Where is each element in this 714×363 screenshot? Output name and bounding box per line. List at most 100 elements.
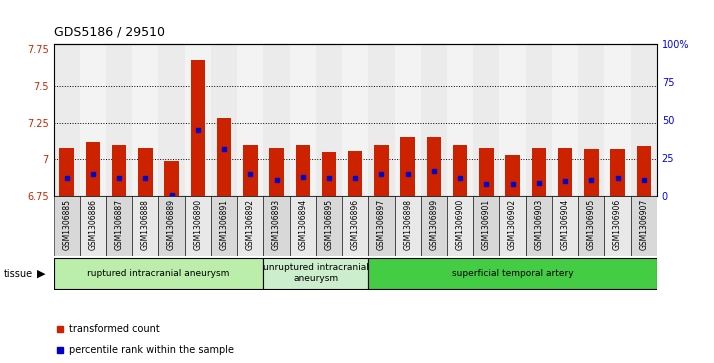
Text: GSM1306895: GSM1306895 — [324, 199, 333, 250]
Bar — [191, 60, 205, 196]
Bar — [578, 196, 605, 256]
Text: GSM1306904: GSM1306904 — [560, 199, 570, 250]
Bar — [237, 196, 263, 256]
Bar — [395, 196, 421, 256]
Bar — [584, 149, 598, 196]
Bar — [80, 196, 106, 256]
Bar — [316, 196, 342, 256]
Text: GSM1306903: GSM1306903 — [534, 199, 543, 250]
Text: GDS5186 / 29510: GDS5186 / 29510 — [54, 25, 164, 38]
Bar — [500, 44, 526, 196]
Text: GSM1306900: GSM1306900 — [456, 199, 465, 250]
Bar — [473, 196, 500, 256]
Bar — [138, 148, 153, 196]
Bar — [263, 196, 290, 256]
Bar — [395, 44, 421, 196]
Bar — [447, 44, 473, 196]
Bar — [630, 196, 657, 256]
Bar — [132, 196, 159, 256]
Bar — [526, 44, 552, 196]
Text: GSM1306897: GSM1306897 — [377, 199, 386, 250]
Bar — [86, 142, 100, 196]
Text: GSM1306892: GSM1306892 — [246, 199, 255, 250]
Bar — [322, 152, 336, 196]
Bar — [605, 44, 630, 196]
Bar — [368, 258, 657, 289]
Bar — [80, 44, 106, 196]
Bar — [401, 137, 415, 196]
Bar — [552, 44, 578, 196]
Bar — [263, 258, 368, 289]
Text: GSM1306899: GSM1306899 — [429, 199, 438, 250]
Bar — [106, 196, 132, 256]
Text: GSM1306888: GSM1306888 — [141, 199, 150, 250]
Bar — [610, 149, 625, 196]
Text: GSM1306891: GSM1306891 — [220, 199, 228, 250]
Bar — [159, 44, 185, 196]
Text: tissue: tissue — [4, 269, 33, 279]
Text: ruptured intracranial aneurysm: ruptured intracranial aneurysm — [87, 269, 230, 278]
Bar — [185, 196, 211, 256]
Bar — [211, 44, 237, 196]
Bar — [243, 145, 258, 196]
Text: GSM1306890: GSM1306890 — [193, 199, 202, 250]
Bar — [263, 44, 290, 196]
Bar — [132, 44, 159, 196]
Bar — [374, 145, 388, 196]
Text: GSM1306896: GSM1306896 — [351, 199, 360, 250]
Bar — [316, 44, 342, 196]
Bar — [296, 145, 310, 196]
Bar — [605, 196, 630, 256]
Bar — [421, 44, 447, 196]
Bar — [112, 145, 126, 196]
Bar — [427, 137, 441, 196]
Bar — [368, 44, 395, 196]
Bar — [54, 196, 80, 256]
Text: transformed count: transformed count — [69, 324, 159, 334]
Bar — [269, 148, 283, 196]
Bar — [479, 148, 493, 196]
Bar — [342, 44, 368, 196]
Bar — [447, 196, 473, 256]
Bar — [159, 196, 185, 256]
Bar — [421, 196, 447, 256]
Bar — [453, 145, 468, 196]
Text: GSM1306889: GSM1306889 — [167, 199, 176, 250]
Text: GSM1306885: GSM1306885 — [62, 199, 71, 250]
Bar — [500, 196, 526, 256]
Text: ▶: ▶ — [37, 269, 46, 279]
Bar — [217, 118, 231, 196]
Bar — [290, 196, 316, 256]
Bar — [106, 44, 132, 196]
Text: superficial temporal artery: superficial temporal artery — [452, 269, 573, 278]
Text: percentile rank within the sample: percentile rank within the sample — [69, 345, 233, 355]
Text: unruptured intracranial
aneurysm: unruptured intracranial aneurysm — [263, 264, 369, 283]
Text: GSM1306898: GSM1306898 — [403, 199, 412, 250]
Bar — [526, 196, 552, 256]
Text: GSM1306905: GSM1306905 — [587, 199, 595, 250]
Text: GSM1306886: GSM1306886 — [89, 199, 97, 250]
Bar — [59, 148, 74, 196]
Bar — [342, 196, 368, 256]
Bar — [348, 151, 363, 196]
Bar — [54, 258, 263, 289]
Text: GSM1306894: GSM1306894 — [298, 199, 307, 250]
Bar — [630, 44, 657, 196]
Bar — [54, 44, 80, 196]
Bar — [506, 155, 520, 196]
Text: GSM1306902: GSM1306902 — [508, 199, 517, 250]
Bar — [558, 148, 573, 196]
Bar — [164, 161, 178, 196]
Text: GSM1306901: GSM1306901 — [482, 199, 491, 250]
Bar — [368, 196, 395, 256]
Bar — [532, 148, 546, 196]
Bar — [473, 44, 500, 196]
Bar — [637, 146, 651, 196]
Bar — [211, 196, 237, 256]
Bar — [552, 196, 578, 256]
Bar — [185, 44, 211, 196]
Bar — [290, 44, 316, 196]
Text: GSM1306907: GSM1306907 — [639, 199, 648, 250]
Text: GSM1306893: GSM1306893 — [272, 199, 281, 250]
Bar — [237, 44, 263, 196]
